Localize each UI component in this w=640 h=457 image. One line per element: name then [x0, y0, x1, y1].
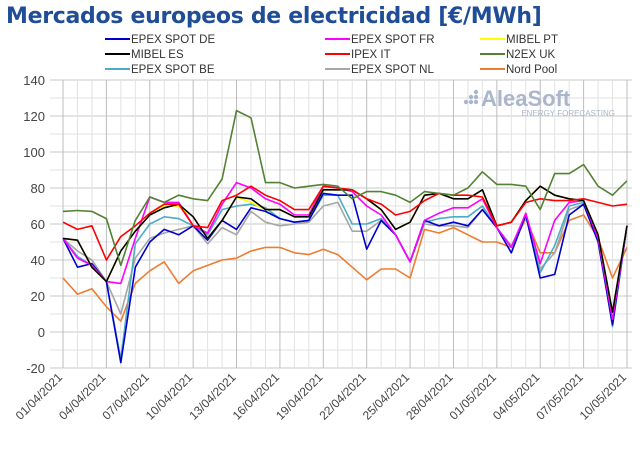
legend-item: N2EX UK	[480, 49, 556, 61]
legend-label: EPEX SPOT NL	[351, 64, 434, 76]
legend-item: EPEX SPOT NL	[325, 64, 434, 76]
x-tick-label: 10/05/2021	[577, 370, 630, 423]
y-tick-label: 60	[31, 217, 45, 232]
y-tick-label: 0	[38, 325, 45, 340]
y-tick-label: 80	[31, 181, 45, 196]
svg-text:ENERGY FORECASTING: ENERGY FORECASTING	[521, 109, 615, 118]
series-line-mibel-es	[62, 185, 628, 314]
y-tick-label: 140	[23, 73, 45, 88]
y-tick-label: 120	[23, 109, 45, 124]
y-tick-label: 100	[23, 145, 45, 160]
legend-label: N2EX UK	[506, 49, 556, 61]
y-tick-label: 20	[31, 289, 45, 304]
legend-label: EPEX SPOT BE	[131, 64, 215, 76]
series-line-epex-spot-de	[62, 192, 628, 364]
legend-label: MIBEL ES	[131, 49, 184, 61]
legend-item: Nord Pool	[480, 64, 557, 76]
legend-item: EPEX SPOT FR	[325, 34, 435, 46]
series-line-ipex-it	[62, 185, 628, 261]
legend-item: EPEX SPOT BE	[105, 64, 215, 76]
legend-item: MIBEL PT	[480, 34, 558, 46]
legend-label: MIBEL PT	[506, 34, 558, 46]
legend-item: EPEX SPOT DE	[105, 34, 215, 46]
legend-item: MIBEL ES	[105, 49, 184, 61]
legend-item: IPEX IT	[325, 49, 391, 61]
svg-text:AleaSoft: AleaSoft	[481, 86, 571, 111]
legend-label: EPEX SPOT DE	[131, 34, 215, 46]
y-tick-label: 40	[31, 253, 45, 268]
chart-title: Mercados europeos de electricidad [€/MWh…	[6, 4, 542, 29]
series-line-n2ex-uk	[62, 109, 628, 267]
legend-label: EPEX SPOT FR	[351, 34, 435, 46]
legend-label: IPEX IT	[351, 49, 391, 61]
y-tick-label: -20	[26, 361, 45, 376]
legend-label: Nord Pool	[506, 64, 557, 76]
